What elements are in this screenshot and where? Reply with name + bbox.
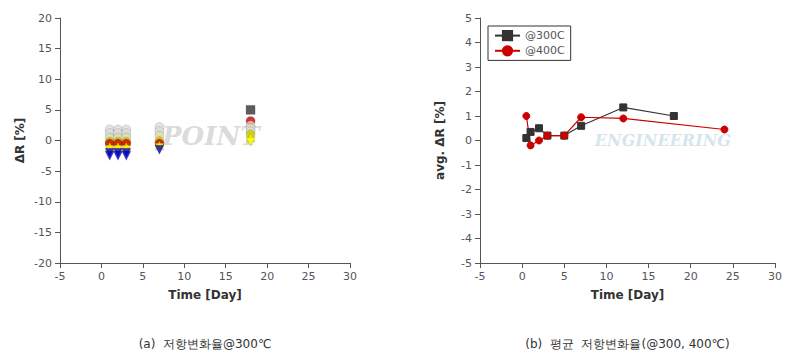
svg-text:1: 1 — [465, 110, 472, 123]
svg-text:5: 5 — [45, 103, 52, 116]
svg-text:-10: -10 — [34, 195, 52, 208]
svg-text:5: 5 — [561, 270, 568, 283]
svg-text:-5: -5 — [461, 257, 472, 270]
svg-text:-4: -4 — [461, 232, 472, 245]
svg-text:-20: -20 — [34, 257, 52, 270]
svg-text:Time [Day]: Time [Day] — [168, 288, 242, 302]
svg-text:5: 5 — [465, 12, 472, 25]
svg-text:25: 25 — [726, 270, 740, 283]
svg-text:15: 15 — [642, 270, 656, 283]
svg-text:10: 10 — [38, 73, 52, 86]
svg-text:POINT: POINT — [161, 121, 261, 151]
svg-text:10: 10 — [599, 270, 613, 283]
svg-text:-15: -15 — [34, 226, 52, 239]
svg-text:Time [Day]: Time [Day] — [591, 288, 665, 302]
svg-text:-2: -2 — [461, 183, 472, 196]
svg-text:@400C: @400C — [525, 44, 565, 57]
svg-text:(a) 저항변화율@300℃: (a) 저항변화율@300℃ — [139, 337, 272, 351]
svg-text:-1: -1 — [461, 159, 472, 172]
svg-text:5: 5 — [139, 270, 146, 283]
svg-text:ENGINEERING: ENGINEERING — [594, 131, 731, 150]
svg-text:0: 0 — [465, 134, 472, 147]
svg-text:@300C: @300C — [525, 29, 565, 42]
svg-text:4: 4 — [465, 36, 472, 49]
svg-text:avg. ΔR [%]: avg. ΔR [%] — [433, 101, 447, 180]
svg-text:20: 20 — [684, 270, 698, 283]
svg-text:15: 15 — [38, 42, 52, 55]
svg-text:30: 30 — [343, 270, 357, 283]
svg-text:-5: -5 — [41, 165, 52, 178]
svg-text:0: 0 — [519, 270, 526, 283]
svg-text:-5: -5 — [55, 270, 66, 283]
svg-text:-5: -5 — [475, 270, 486, 283]
svg-text:3: 3 — [465, 61, 472, 74]
svg-text:-3: -3 — [461, 208, 472, 221]
svg-text:20: 20 — [38, 12, 52, 25]
svg-text:(b) 평균 저항변화율(@300, 400℃): (b) 평균 저항변화율(@300, 400℃) — [525, 337, 730, 351]
svg-text:0: 0 — [98, 270, 105, 283]
svg-text:20: 20 — [260, 270, 274, 283]
svg-text:10: 10 — [177, 270, 191, 283]
svg-text:25: 25 — [302, 270, 316, 283]
svg-text:0: 0 — [45, 134, 52, 147]
svg-text:30: 30 — [768, 270, 782, 283]
svg-text:2: 2 — [465, 85, 472, 98]
svg-text:15: 15 — [219, 270, 233, 283]
svg-text:ΔR [%]: ΔR [%] — [13, 118, 27, 164]
